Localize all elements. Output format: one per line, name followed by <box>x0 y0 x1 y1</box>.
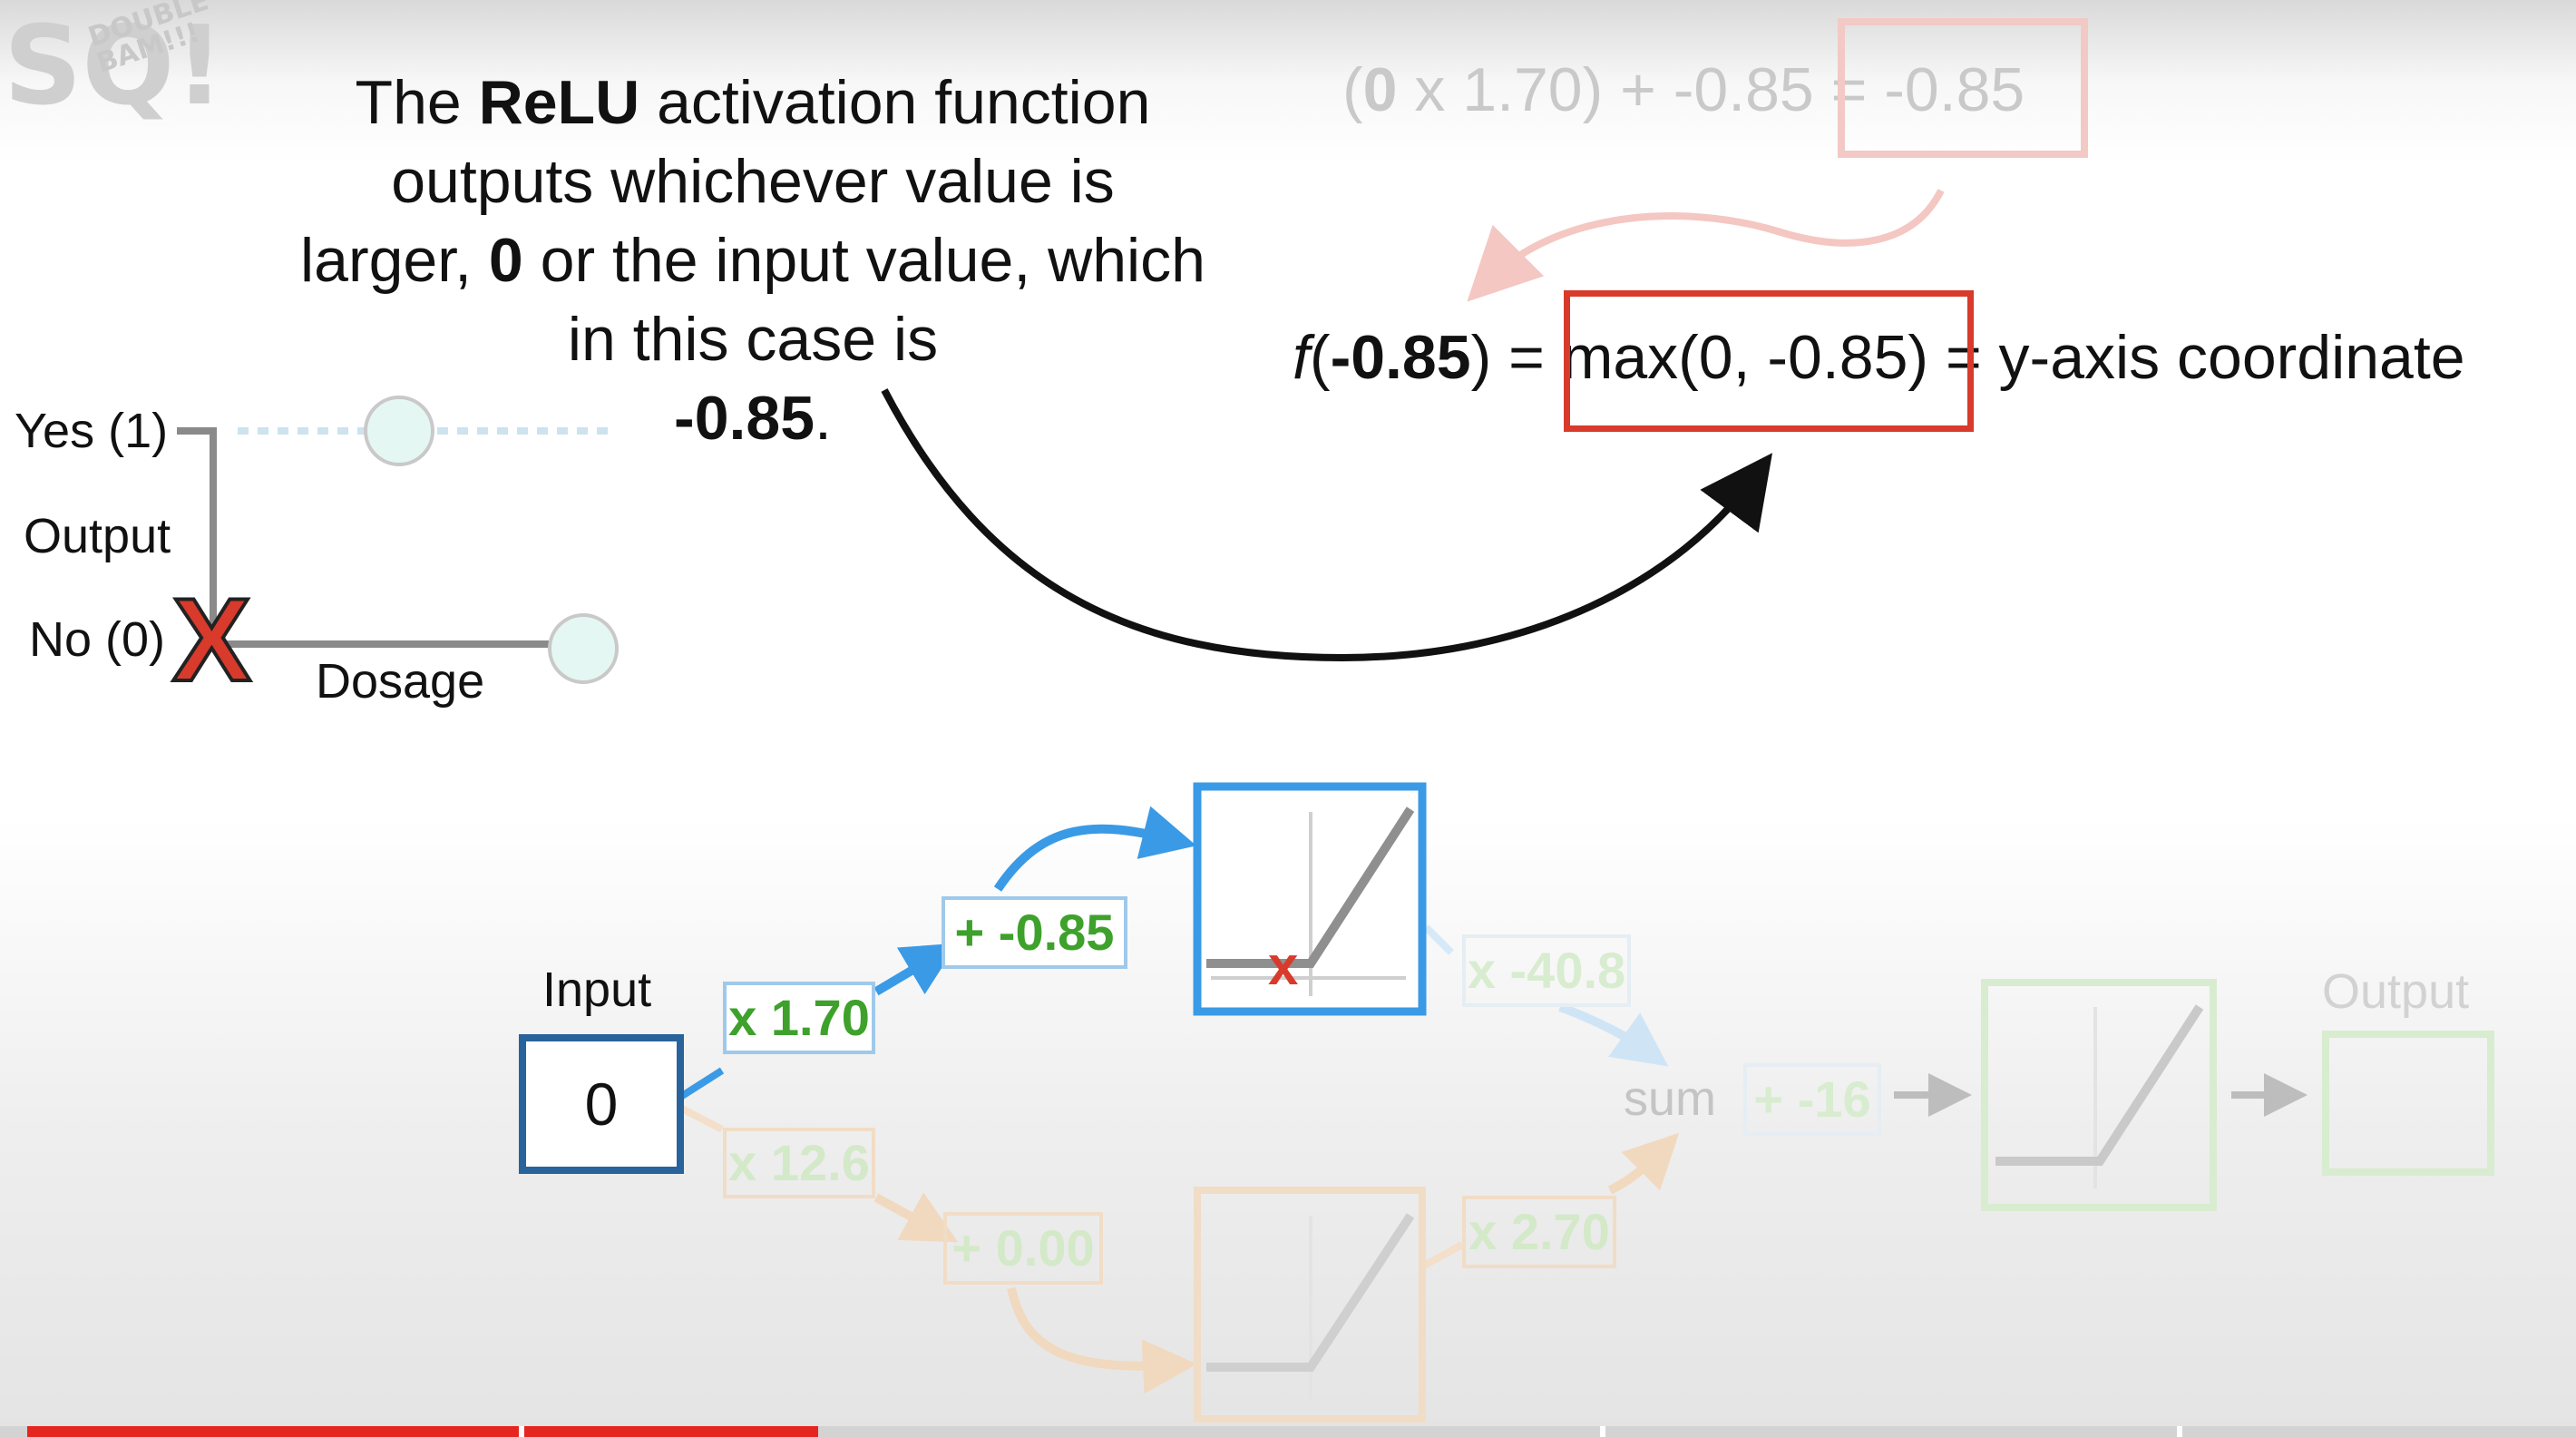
weight-out-bottom-to-sum-arrow <box>1607 1132 1680 1195</box>
caption-text: . <box>815 384 832 453</box>
relu-top-to-weight-arrow <box>1423 924 1454 955</box>
eq-function-name: f <box>1293 323 1310 392</box>
bias-bottom-to-relu-arrow <box>1007 1286 1197 1394</box>
relu-node-final <box>1981 979 2217 1211</box>
mini-graph-yes-label: Yes (1) <box>15 404 169 458</box>
faded-eq-result: = -0.85 <box>1830 55 2025 124</box>
mini-graph-no-label: No (0) <box>29 612 166 667</box>
final-bias-label: + -16 <box>1743 1063 1881 1136</box>
input-label: Input <box>542 963 652 1017</box>
faded-equation: (0 x 1.70) + -0.85 = -0.85 <box>1342 54 2025 125</box>
mini-graph-point-right <box>548 613 619 684</box>
input-to-weight-top-arrow <box>679 1067 725 1100</box>
caption-bold-relu: ReLU <box>478 68 640 137</box>
faded-squiggle-arrow <box>1467 189 1945 302</box>
rejected-x-mark: X <box>171 573 253 706</box>
relu-node-top <box>1193 782 1427 1016</box>
video-progress-played <box>27 1426 818 1437</box>
relu-zero-x-mark: x <box>1268 935 1299 996</box>
eq-open: ( <box>1309 323 1331 392</box>
video-progress-bar[interactable] <box>0 1426 2576 1437</box>
mini-graph-output-label: Output <box>24 509 171 563</box>
output-node <box>2322 1031 2494 1176</box>
relu-bottom-to-weight-arrow <box>1422 1241 1464 1269</box>
weight-top-label: x 1.70 <box>723 982 875 1054</box>
eq-close: ) = <box>1470 323 1562 392</box>
relu-node-bottom <box>1194 1187 1426 1422</box>
relu-equation: f(-0.85) = max(0, -0.85) = y-axis coordi… <box>1293 322 2465 393</box>
faded-eq-zero: 0 <box>1362 55 1398 124</box>
caption: The ReLU activation function outputs whi… <box>299 64 1206 458</box>
mini-graph-point-top <box>364 396 434 466</box>
input-node: 0 <box>519 1034 684 1174</box>
output-label: Output <box>2322 964 2470 1019</box>
eq-tail: = y-axis coordinate <box>1928 323 2465 392</box>
sum-label: sum <box>1624 1071 1717 1126</box>
logo-main-text: SQ! <box>4 4 225 130</box>
caption-bold-value: -0.85 <box>674 384 815 453</box>
weight-bottom-to-bias-arrow <box>873 1192 959 1243</box>
mini-graph-y-axis <box>177 427 217 646</box>
chapter-divider <box>2177 1426 2182 1437</box>
chapter-divider <box>1600 1426 1605 1437</box>
caption-text: The <box>355 68 479 137</box>
curved-arrow <box>881 388 1773 662</box>
eq-max-expression: max(0, -0.85) <box>1561 323 1929 392</box>
faded-eq-open: ( <box>1342 55 1363 124</box>
caption-bold-zero: 0 <box>488 226 523 295</box>
caption-text: or the input value, which in this case i… <box>522 226 1205 374</box>
weight-bottom-out-label: x 2.70 <box>1462 1196 1616 1268</box>
weight-out-top-to-sum-arrow <box>1558 1002 1669 1067</box>
weight-bottom-label: x 12.6 <box>723 1128 875 1198</box>
bias-top-label: + -0.85 <box>942 896 1127 969</box>
input-to-weight-bottom-arrow <box>680 1105 724 1133</box>
max-highlight-box <box>1564 290 1974 432</box>
faded-eq-rest: x 1.70) + -0.85 <box>1397 55 1831 124</box>
chapter-divider <box>519 1426 524 1437</box>
caption-text: activation function outputs whichever va… <box>300 68 1151 295</box>
faded-result-box <box>1838 18 2088 158</box>
mini-graph-dosage-label: Dosage <box>316 654 485 709</box>
weight-top-out-label: x -40.8 <box>1462 934 1631 1007</box>
bias-bottom-label: + 0.00 <box>943 1212 1103 1285</box>
bias-to-relu-top-arrow <box>993 806 1197 892</box>
eq-argument: -0.85 <box>1330 323 1471 392</box>
logo: SQ! DOUBLE BAM!!! <box>0 0 224 209</box>
weight-to-bias-top-arrow <box>873 943 958 996</box>
